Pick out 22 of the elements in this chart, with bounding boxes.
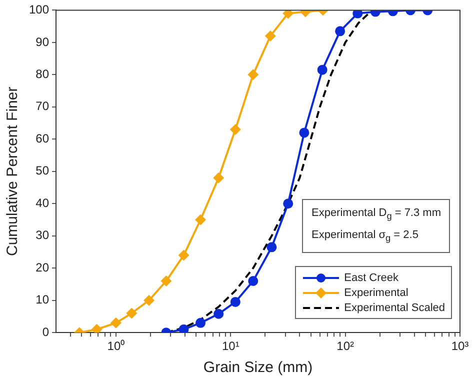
y-tick-label: 20 <box>36 260 50 274</box>
y-tick-label: 50 <box>36 164 50 178</box>
x-tick-label: 10³ <box>451 339 469 354</box>
y-tick-label: 70 <box>36 99 50 114</box>
x-tick-label: 10⁰ <box>107 339 125 354</box>
x-tick-label: 10² <box>336 339 354 354</box>
y-tick-label: 80 <box>36 66 50 81</box>
legend-label: Experimental <box>344 286 408 298</box>
annotation: Experimental D$_{g}$ = 7.3 mm <box>311 206 441 223</box>
x-axis-title: Grain Size (mm) <box>203 359 313 376</box>
y-tick-label: 0 <box>42 324 50 339</box>
y-tick-label: 30 <box>36 228 50 242</box>
annotation: Experimental σ$_{g}$ = 2.5 <box>311 228 420 245</box>
x-tick-label: 10¹ <box>222 339 240 354</box>
y-tick-label: 60 <box>36 131 50 146</box>
legend-label: Experimental Scaled <box>344 302 445 314</box>
y-tick-label: 40 <box>36 196 50 210</box>
y-tick-label: 90 <box>36 34 50 49</box>
y-tick-label: 100 <box>28 2 50 17</box>
y-axis-title: Cumulative Percent Finer <box>4 86 22 256</box>
y-tick-label: 10 <box>36 292 50 307</box>
legend-label: East Creek <box>344 272 399 284</box>
